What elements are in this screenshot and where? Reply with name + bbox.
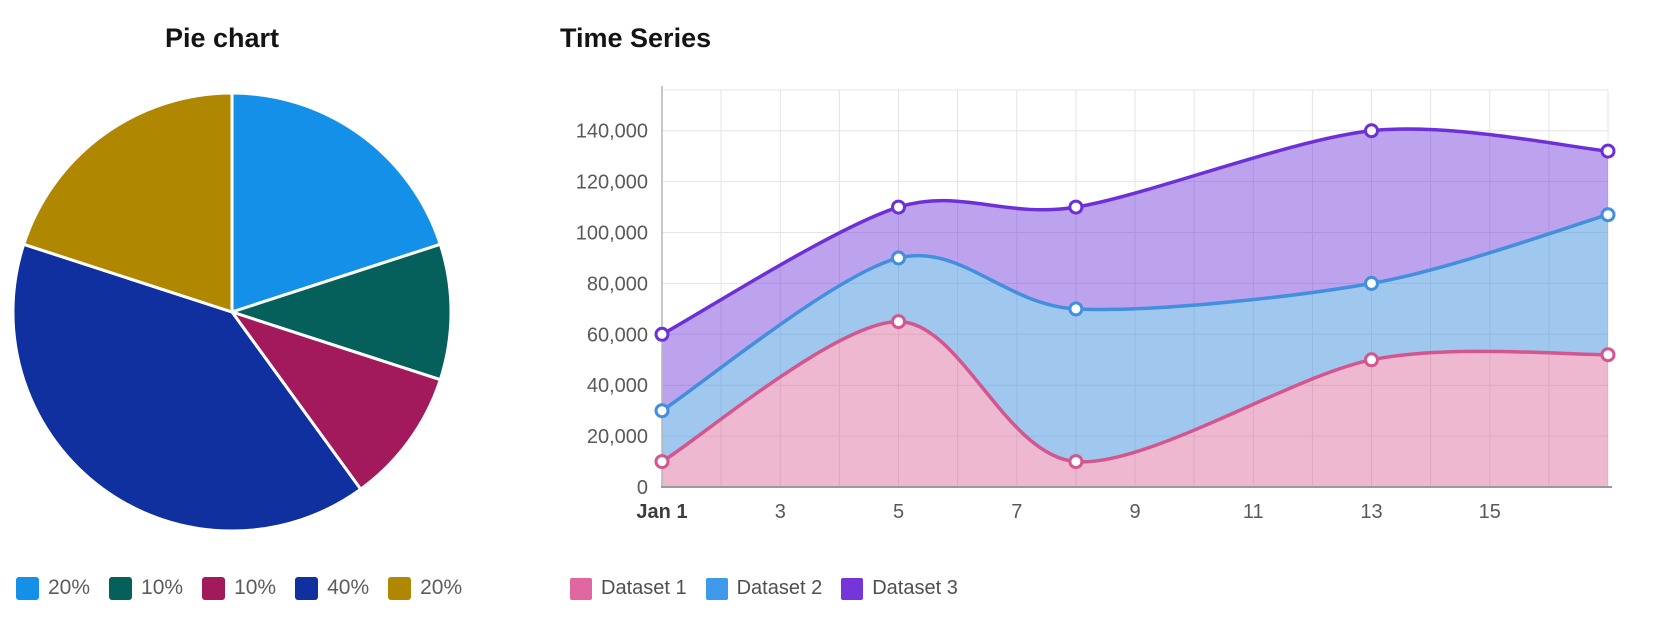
data-point-dataset-1[interactable] — [891, 314, 906, 330]
pie-legend-item[interactable]: 20% — [388, 576, 462, 600]
legend-swatch — [388, 576, 412, 600]
y-axis-label: 80,000 — [587, 273, 648, 295]
data-point-dataset-2[interactable] — [1600, 207, 1616, 223]
y-axis-label: 40,000 — [587, 375, 648, 397]
y-axis-label: 140,000 — [576, 121, 648, 143]
data-point-dataset-2[interactable] — [1068, 301, 1084, 317]
legend-swatch — [570, 577, 592, 600]
data-point-dataset-1[interactable] — [1600, 347, 1616, 363]
legend-label: Dataset 1 — [601, 577, 687, 599]
x-axis-label: 7 — [1011, 501, 1022, 523]
data-point-dataset-2[interactable] — [654, 403, 670, 419]
x-axis-labels: Jan 1 3 5 7 9 11 13 15 — [636, 501, 1501, 523]
pie-legend: 20% 10% 10% 40% 20% — [16, 576, 462, 600]
data-point-dataset-1[interactable] — [654, 454, 670, 470]
y-axis-label: 120,000 — [576, 172, 648, 194]
x-axis-label: 5 — [893, 501, 904, 523]
pie-chart[interactable] — [8, 88, 456, 536]
data-point-dataset-3[interactable] — [891, 199, 906, 215]
legend-swatch — [16, 576, 39, 600]
timeseries-legend-item[interactable]: Dataset 2 — [705, 577, 823, 600]
pie-legend-item[interactable]: 10% — [202, 576, 276, 600]
timeseries-legend: Dataset 1 Dataset 2 Dataset 3 — [570, 577, 958, 600]
data-point-dataset-1[interactable] — [1068, 454, 1084, 470]
data-point-dataset-3[interactable] — [654, 326, 670, 342]
pie-chart-title: Pie chart — [164, 23, 280, 53]
pie-legend-item[interactable]: 40% — [295, 576, 369, 600]
x-axis-label: 11 — [1243, 501, 1264, 523]
legend-swatch — [295, 576, 319, 600]
y-axis-label: 100,000 — [576, 223, 648, 245]
legend-label: 40% — [327, 576, 370, 599]
legend-swatch — [202, 576, 226, 600]
data-point-dataset-3[interactable] — [1600, 143, 1616, 159]
axes — [661, 86, 1612, 488]
pie-slice[interactable] — [22, 91, 234, 314]
timeseries-chart-title: Time Series — [560, 23, 712, 53]
y-axis-label: 0 — [637, 477, 648, 499]
pie-legend-item[interactable]: 20% — [16, 576, 90, 600]
legend-swatch — [109, 576, 133, 600]
timeseries-legend-item[interactable]: Dataset 1 — [570, 577, 687, 600]
pie-slice[interactable] — [230, 91, 442, 314]
area-fill-dataset-3 — [662, 129, 1608, 411]
data-point-dataset-3[interactable] — [1364, 123, 1379, 139]
pie-legend-item[interactable]: 10% — [109, 576, 183, 600]
pie-slice[interactable] — [230, 310, 442, 491]
y-axis-label: 60,000 — [587, 324, 648, 346]
legend-label: 10% — [234, 576, 277, 599]
data-point-dataset-2[interactable] — [891, 250, 906, 266]
legend-label: Dataset 2 — [736, 577, 823, 599]
timeseries-legend-item[interactable]: Dataset 3 — [841, 577, 958, 600]
legend-label: 20% — [420, 576, 463, 599]
x-axis-label: 15 — [1479, 501, 1501, 523]
y-axis-labels: 0 20,000 40,000 60,000 80,000 100,000 120,000 1… — [576, 121, 648, 499]
data-point-dataset-1[interactable] — [1364, 352, 1379, 368]
x-axis-label: 9 — [1129, 501, 1140, 523]
legend-label: Dataset 3 — [872, 577, 958, 599]
legend-label: 20% — [48, 576, 91, 599]
pie-slice[interactable] — [11, 242, 363, 533]
y-axis-label: 20,000 — [587, 426, 648, 448]
x-axis-label: 13 — [1360, 501, 1382, 523]
data-point-dataset-2[interactable] — [1364, 275, 1379, 291]
x-axis-label: Jan 1 — [636, 501, 687, 523]
x-axis-label: 3 — [775, 501, 786, 523]
data-point-dataset-3[interactable] — [1068, 199, 1084, 215]
legend-swatch — [705, 577, 728, 600]
pie-slice[interactable] — [230, 242, 453, 382]
area-fill-dataset-2 — [662, 214, 1608, 462]
legend-label: 10% — [141, 576, 184, 599]
legend-swatch — [841, 577, 864, 600]
timeseries-chart[interactable]: 0 20,000 40,000 60,000 80,000 100,000 120,000 1… — [560, 80, 1672, 540]
